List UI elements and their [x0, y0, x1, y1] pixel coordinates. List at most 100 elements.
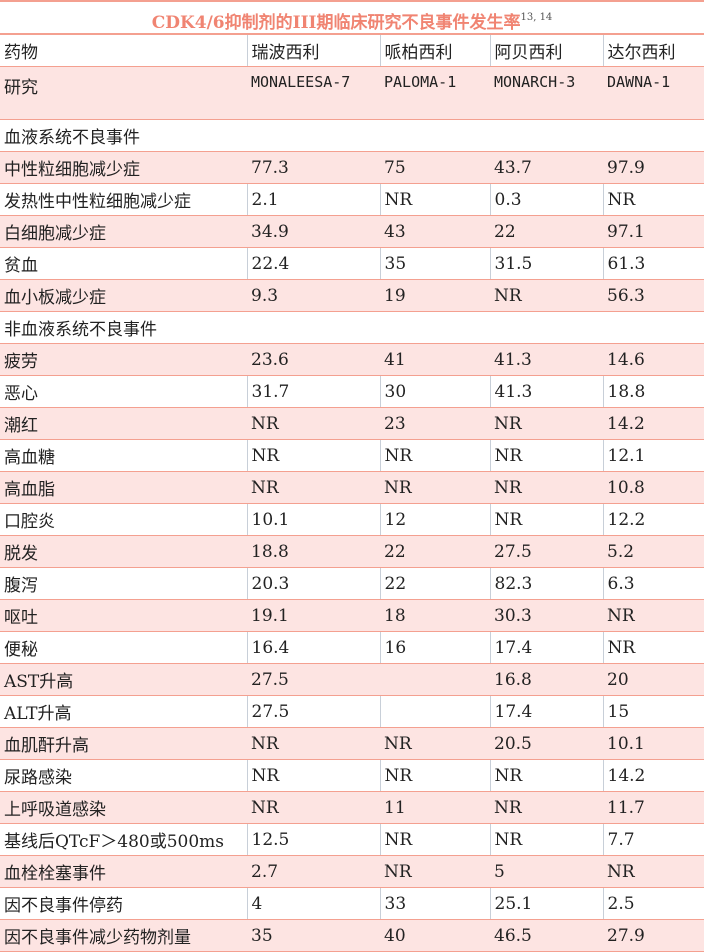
cell: MONALEESA-7 [247, 66, 380, 120]
row-label: 潮红 [0, 407, 247, 440]
cell: 61.3 [602, 247, 704, 280]
cell: NR [603, 599, 704, 632]
table-row: 因不良事件减少药物剂量 35 40 46.5 27.9 [0, 919, 704, 952]
row-label: 血小板减少症 [0, 279, 247, 312]
row-label: 便秘 [0, 631, 247, 664]
cell: 5 [490, 855, 603, 888]
table-row: 疲劳 23.6 41 41.3 14.6 [0, 343, 704, 376]
table-row: 尿路感染 NR NR NR 14.2 [0, 759, 704, 792]
table-row: 恶心 31.7 30 41.3 18.8 [0, 375, 704, 408]
cell: 18.8 [602, 375, 704, 408]
table-row: 发热性中性粒细胞减少症 2.1 NR 0.3 NR [0, 183, 704, 216]
cell: NR [379, 823, 490, 856]
cell: NR [379, 759, 490, 792]
table-row: 因不良事件停药 4 33 25.1 2.5 [0, 887, 704, 920]
row-label: 高血脂 [0, 471, 247, 504]
adverse-events-table: 药物 瑞波西利 哌柏西利 阿贝西利 达尔西利 研究 MONALEESA-7 PALOMA-1 M… [0, 35, 704, 952]
section-label: 非血液系统不良事件 [0, 311, 704, 344]
cell: 75 [380, 151, 490, 184]
cell: NR [380, 471, 490, 504]
cell: NR [490, 279, 603, 312]
row-label: 疲劳 [0, 343, 247, 376]
cell: 34.9 [247, 215, 380, 248]
cell: NR [490, 407, 603, 440]
cell: 41.3 [490, 343, 603, 376]
cell: 18.8 [247, 535, 380, 568]
row-label: 中性粒细胞减少症 [0, 151, 247, 184]
table-row: 贫血 22.4 35 31.5 61.3 [0, 247, 704, 280]
row-label: 腹泻 [0, 567, 247, 600]
row-label: 高血糖 [0, 439, 247, 472]
cell [379, 695, 490, 728]
row-label: 恶心 [0, 375, 247, 408]
table-row: 白细胞减少症 34.9 43 22 97.1 [0, 215, 704, 248]
study-row: 研究 MONALEESA-7 PALOMA-1 MONARCH-3 DAWNA-1 [0, 66, 704, 120]
cell: 12 [379, 503, 490, 536]
cell: NR [489, 759, 603, 792]
table-row: ALT升高 27.5 17.4 15 [0, 695, 704, 728]
cell: NR [490, 471, 603, 504]
cell: 6.3 [602, 567, 704, 600]
cell: 17.4 [489, 631, 603, 664]
cell: NR [489, 823, 603, 856]
table-row: 血小板减少症 9.3 19 NR 56.3 [0, 279, 704, 312]
cell: 11.7 [603, 791, 704, 824]
table-row: 便秘 16.4 16 17.4 NR [0, 631, 704, 664]
table-row: 潮红 NR 23 NR 14.2 [0, 407, 704, 440]
cell: 2.1 [246, 183, 380, 216]
title-text: CDK4/6抑制剂的III期临床研究不良事件发生率 [151, 13, 521, 33]
table-row: 脱发 18.8 22 27.5 5.2 [0, 535, 704, 568]
table-title: CDK4/6抑制剂的III期临床研究不良事件发生率13, 14 [0, 0, 704, 35]
row-label: ALT升高 [0, 695, 247, 728]
table-row: 中性粒细胞减少症 77.3 75 43.7 97.9 [0, 151, 704, 184]
table-row: 呕吐 19.1 18 30.3 NR [0, 599, 704, 632]
cell: 20.3 [246, 567, 380, 600]
cell: NR [246, 759, 380, 792]
cell: NR [247, 407, 380, 440]
header-row: 药物 瑞波西利 哌柏西利 阿贝西利 达尔西利 [0, 35, 704, 67]
cell: NR [380, 855, 490, 888]
cell: 35 [247, 919, 380, 952]
cell: 0.3 [489, 183, 603, 216]
cell: 15 [602, 695, 704, 728]
cell: 22 [379, 567, 490, 600]
cell: NR [603, 855, 704, 888]
cell: 7.7 [602, 823, 704, 856]
cell: 20 [603, 663, 704, 696]
section-header: 非血液系统不良事件 [0, 311, 704, 344]
cell: MONARCH-3 [490, 66, 603, 120]
cell: NR [247, 727, 380, 760]
cell: 14.6 [603, 343, 704, 376]
cell: 哌柏西利 [379, 35, 490, 67]
row-label: 贫血 [0, 247, 247, 280]
cell: NR [490, 791, 603, 824]
cell: 27.9 [603, 919, 704, 952]
cell: 达尔西利 [602, 35, 704, 67]
cell: 97.9 [603, 151, 704, 184]
row-label: 上呼吸道感染 [0, 791, 247, 824]
cell: NR [602, 183, 704, 216]
cell: NR [247, 791, 380, 824]
cell: NR [602, 631, 704, 664]
row-label: 呕吐 [0, 599, 247, 632]
row-label: 药物 [0, 35, 247, 67]
table-row: 口腔炎 10.1 12 NR 12.2 [0, 503, 704, 536]
cell: 22 [380, 535, 490, 568]
table-row: 高血脂 NR NR NR 10.8 [0, 471, 704, 504]
cell: 56.3 [603, 279, 704, 312]
cell: 10.1 [246, 503, 380, 536]
row-label: 血肌酐升高 [0, 727, 247, 760]
cell: 18 [380, 599, 490, 632]
cell: 31.5 [489, 247, 603, 280]
cell: 97.1 [603, 215, 704, 248]
row-label: 基线后QTcF＞480或500ms [0, 823, 247, 856]
cell: 16.8 [490, 663, 603, 696]
cell: 40 [380, 919, 490, 952]
row-label: 尿路感染 [0, 759, 247, 792]
row-label: 发热性中性粒细胞减少症 [0, 183, 247, 216]
cell: 14.2 [602, 759, 704, 792]
cell: NR [380, 727, 490, 760]
section-label: 血液系统不良事件 [0, 119, 704, 152]
cell: NR [489, 439, 603, 472]
row-label: 脱发 [0, 535, 247, 568]
